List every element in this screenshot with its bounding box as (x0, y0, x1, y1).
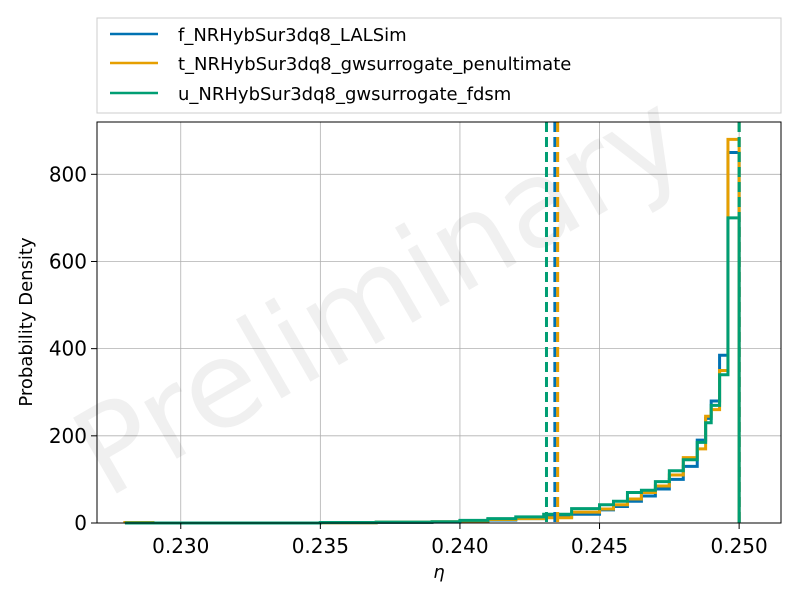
plot-frame (96, 121, 782, 524)
histogram-series-3 (124, 216, 741, 525)
legend-frame (96, 17, 782, 114)
y-tick-label: 800 (49, 162, 87, 186)
y-axis-label: Probability Density (16, 237, 37, 407)
x-axis: 0.230 0.235 0.240 0.245 0.250 (152, 523, 768, 558)
y-tick-label: 600 (49, 249, 87, 273)
legend: f_NRHybSur3dq8_LALSim t_NRHybSur3dq8_gws… (96, 17, 782, 114)
y-tick-label: 200 (49, 424, 87, 448)
x-tick-label: 0.230 (152, 534, 209, 558)
legend-label-series-2: t_NRHybSur3dq8_gwsurrogate_penultimate (178, 54, 571, 75)
y-tick-label: 0 (74, 511, 87, 535)
plot-background (97, 122, 781, 523)
x-tick-label: 0.250 (710, 534, 767, 558)
x-tick-label: 0.240 (431, 534, 488, 558)
y-axis: 0 200 400 600 800 (49, 162, 97, 535)
x-axis-label: η (433, 562, 444, 583)
x-tick-label: 0.235 (292, 534, 349, 558)
legend-label-series-1: f_NRHybSur3dq8_LALSim (178, 25, 407, 46)
median-lines (544, 122, 741, 523)
plot-area: Preliminary (52, 65, 782, 525)
legend-label-series-3: u_NRHybSur3dq8_gwsurrogate_fdsm (178, 84, 511, 105)
x-tick-label: 0.245 (571, 534, 628, 558)
y-tick-label: 400 (49, 337, 87, 361)
